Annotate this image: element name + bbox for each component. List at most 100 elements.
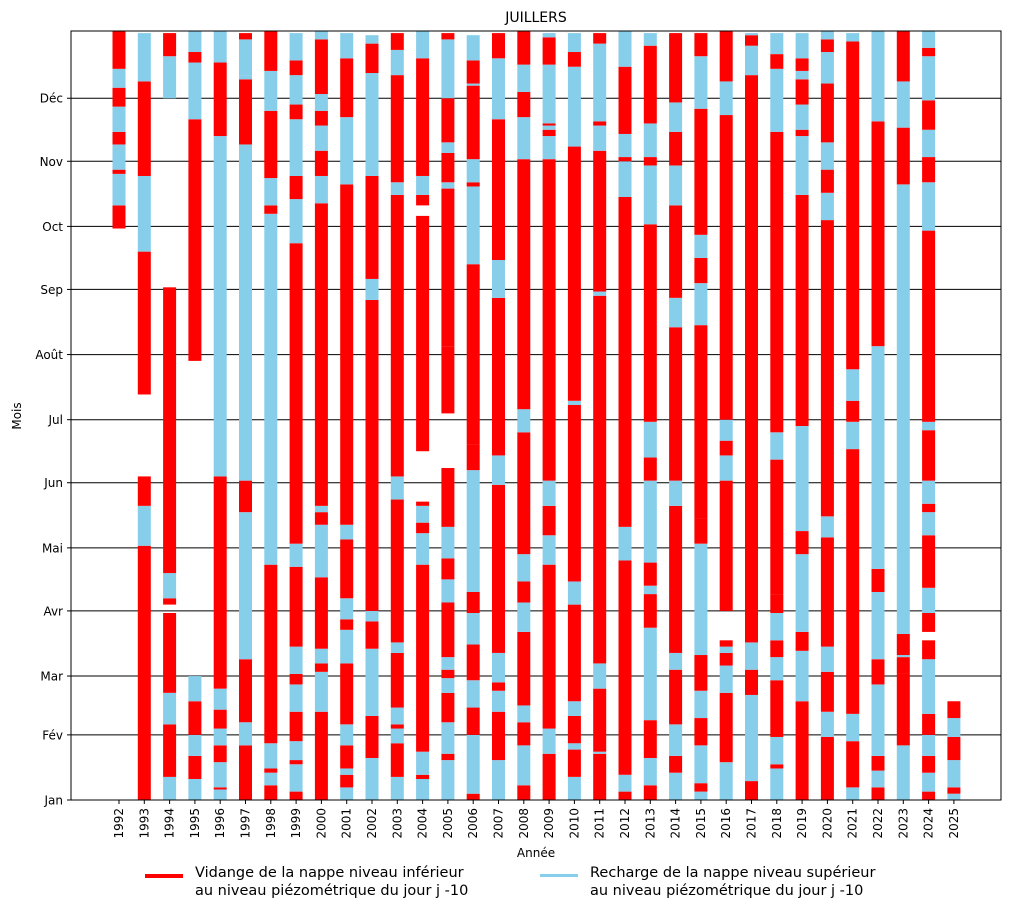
legend-label-vidange: Vidange de la nappe niveau inférieur au … [195, 865, 469, 899]
bar-segment-recharge [618, 774, 632, 792]
bar-segment-vidange [719, 31, 733, 82]
x-tick-label: 2017 [745, 808, 759, 839]
bar-year-1996 [213, 31, 227, 800]
bar-year-2011 [593, 33, 607, 800]
bar-segment-vidange [112, 31, 126, 69]
bar-segment-recharge [441, 667, 455, 670]
bar-year-2004 [416, 31, 430, 800]
bar-year-2018 [770, 33, 784, 800]
bar-segment-recharge [593, 751, 607, 754]
bar-segment-recharge [441, 39, 455, 99]
bar-segment-vidange [416, 501, 430, 506]
bar-segment-recharge [770, 33, 784, 55]
bar-segment-recharge [163, 573, 177, 599]
bar-segment-recharge [390, 728, 404, 744]
bar-segment-vidange [795, 79, 809, 105]
bar-segment-recharge [390, 49, 404, 76]
y-tick-label: Fév [42, 728, 63, 742]
bar-segment-vidange [643, 157, 657, 166]
bar-segment-vidange [390, 724, 404, 729]
bar-segment-recharge [694, 283, 708, 326]
bar-segment-recharge [770, 432, 784, 460]
bar-segment-vidange [188, 119, 202, 361]
bar-year-2009 [542, 33, 556, 800]
bar-segment-vidange [643, 720, 657, 758]
bar-segment-recharge [289, 75, 303, 105]
bar-segment-vidange [820, 671, 834, 712]
bar-segment-vidange [340, 745, 354, 769]
bar-segment-vidange [896, 634, 910, 656]
bar-segment-recharge [922, 31, 936, 48]
bar-segment-recharge [289, 741, 303, 761]
y-tick-label: Déc [40, 92, 63, 106]
bar-segment-vidange [643, 45, 657, 124]
bar-segment-vidange [416, 564, 430, 752]
bar-segment-vidange [517, 31, 531, 65]
bar-segment-vidange [795, 58, 809, 71]
bar-segment-vidange [289, 175, 303, 200]
bar-segment-vidange [795, 129, 809, 137]
bar-segment-vidange [694, 718, 708, 746]
bar-segment-vidange [669, 327, 683, 481]
bar-segment-recharge [694, 690, 708, 719]
bar-segment-recharge [719, 665, 733, 693]
bar-segment-recharge [239, 144, 252, 481]
x-tick-label: 1999 [289, 808, 303, 839]
bar-segment-vidange [669, 205, 683, 298]
y-tick-label: Mar [40, 670, 63, 684]
bar-segment-vidange [820, 83, 834, 143]
bar-segment-recharge [517, 745, 531, 786]
bar-segment-vidange [694, 655, 708, 691]
bar-segment-vidange [466, 264, 480, 445]
bar-year-1998 [264, 31, 278, 800]
bar-segment-vidange [239, 480, 252, 513]
bar-segment-vidange [188, 52, 202, 63]
bar-segment-recharge [770, 657, 784, 681]
bar-segment-recharge [112, 106, 126, 132]
bar-year-2007 [492, 33, 505, 800]
bar-segment-recharge [390, 776, 404, 800]
bar-segment-recharge [820, 142, 834, 170]
bar-year-2003 [390, 33, 404, 800]
bar-segment-recharge [871, 346, 885, 569]
bar-segment-vidange [441, 468, 455, 527]
bar-segment-vidange [365, 43, 379, 74]
bar-segment-vidange [795, 194, 809, 427]
bar-segment-recharge [492, 260, 505, 298]
bar-segment-vidange [542, 159, 556, 481]
bar-segment-recharge [542, 33, 556, 38]
bar-segment-recharge [770, 68, 784, 132]
bar-segment-vidange [770, 640, 784, 658]
bar-segment-recharge [492, 652, 505, 683]
bar-segment-recharge [466, 734, 480, 794]
bar-segment-recharge [466, 186, 480, 265]
x-tick-label: 2009 [542, 808, 556, 839]
bar-segment-vidange [137, 476, 151, 506]
bar-segment-vidange [213, 709, 227, 729]
bar-segment-recharge [846, 369, 860, 401]
bar-segment-vidange [770, 680, 784, 737]
bar-segment-vidange [719, 640, 733, 647]
bar-segment-recharge [112, 173, 126, 206]
bar-segment-vidange [719, 440, 733, 456]
bar-segment-vidange [517, 631, 531, 706]
bar-segment-vidange [441, 558, 455, 580]
bar-segment-vidange [441, 669, 455, 679]
bar-segment-recharge [643, 480, 657, 563]
x-tick-label: 1995 [188, 808, 202, 839]
bar-segment-recharge [340, 724, 354, 746]
bar-segment-recharge [416, 175, 430, 195]
bar-segment-vidange [416, 215, 430, 452]
bar-year-2000 [314, 31, 328, 800]
bar-segment-vidange [264, 768, 278, 773]
bar-segment-recharge [112, 68, 126, 88]
bar-segment-recharge [390, 642, 404, 653]
bar-segment-vidange [239, 79, 252, 145]
bar-segment-vidange [871, 121, 885, 347]
bar-segment-recharge [795, 70, 809, 80]
bar-segment-recharge [163, 56, 177, 99]
bar-segment-vidange [745, 75, 758, 643]
bar-segment-recharge [289, 33, 303, 61]
bar-segment-vidange [239, 33, 252, 40]
bar-segment-vidange [289, 104, 303, 120]
